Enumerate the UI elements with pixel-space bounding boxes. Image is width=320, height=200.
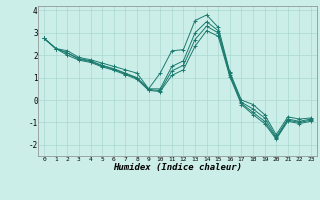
- X-axis label: Humidex (Indice chaleur): Humidex (Indice chaleur): [113, 163, 242, 172]
